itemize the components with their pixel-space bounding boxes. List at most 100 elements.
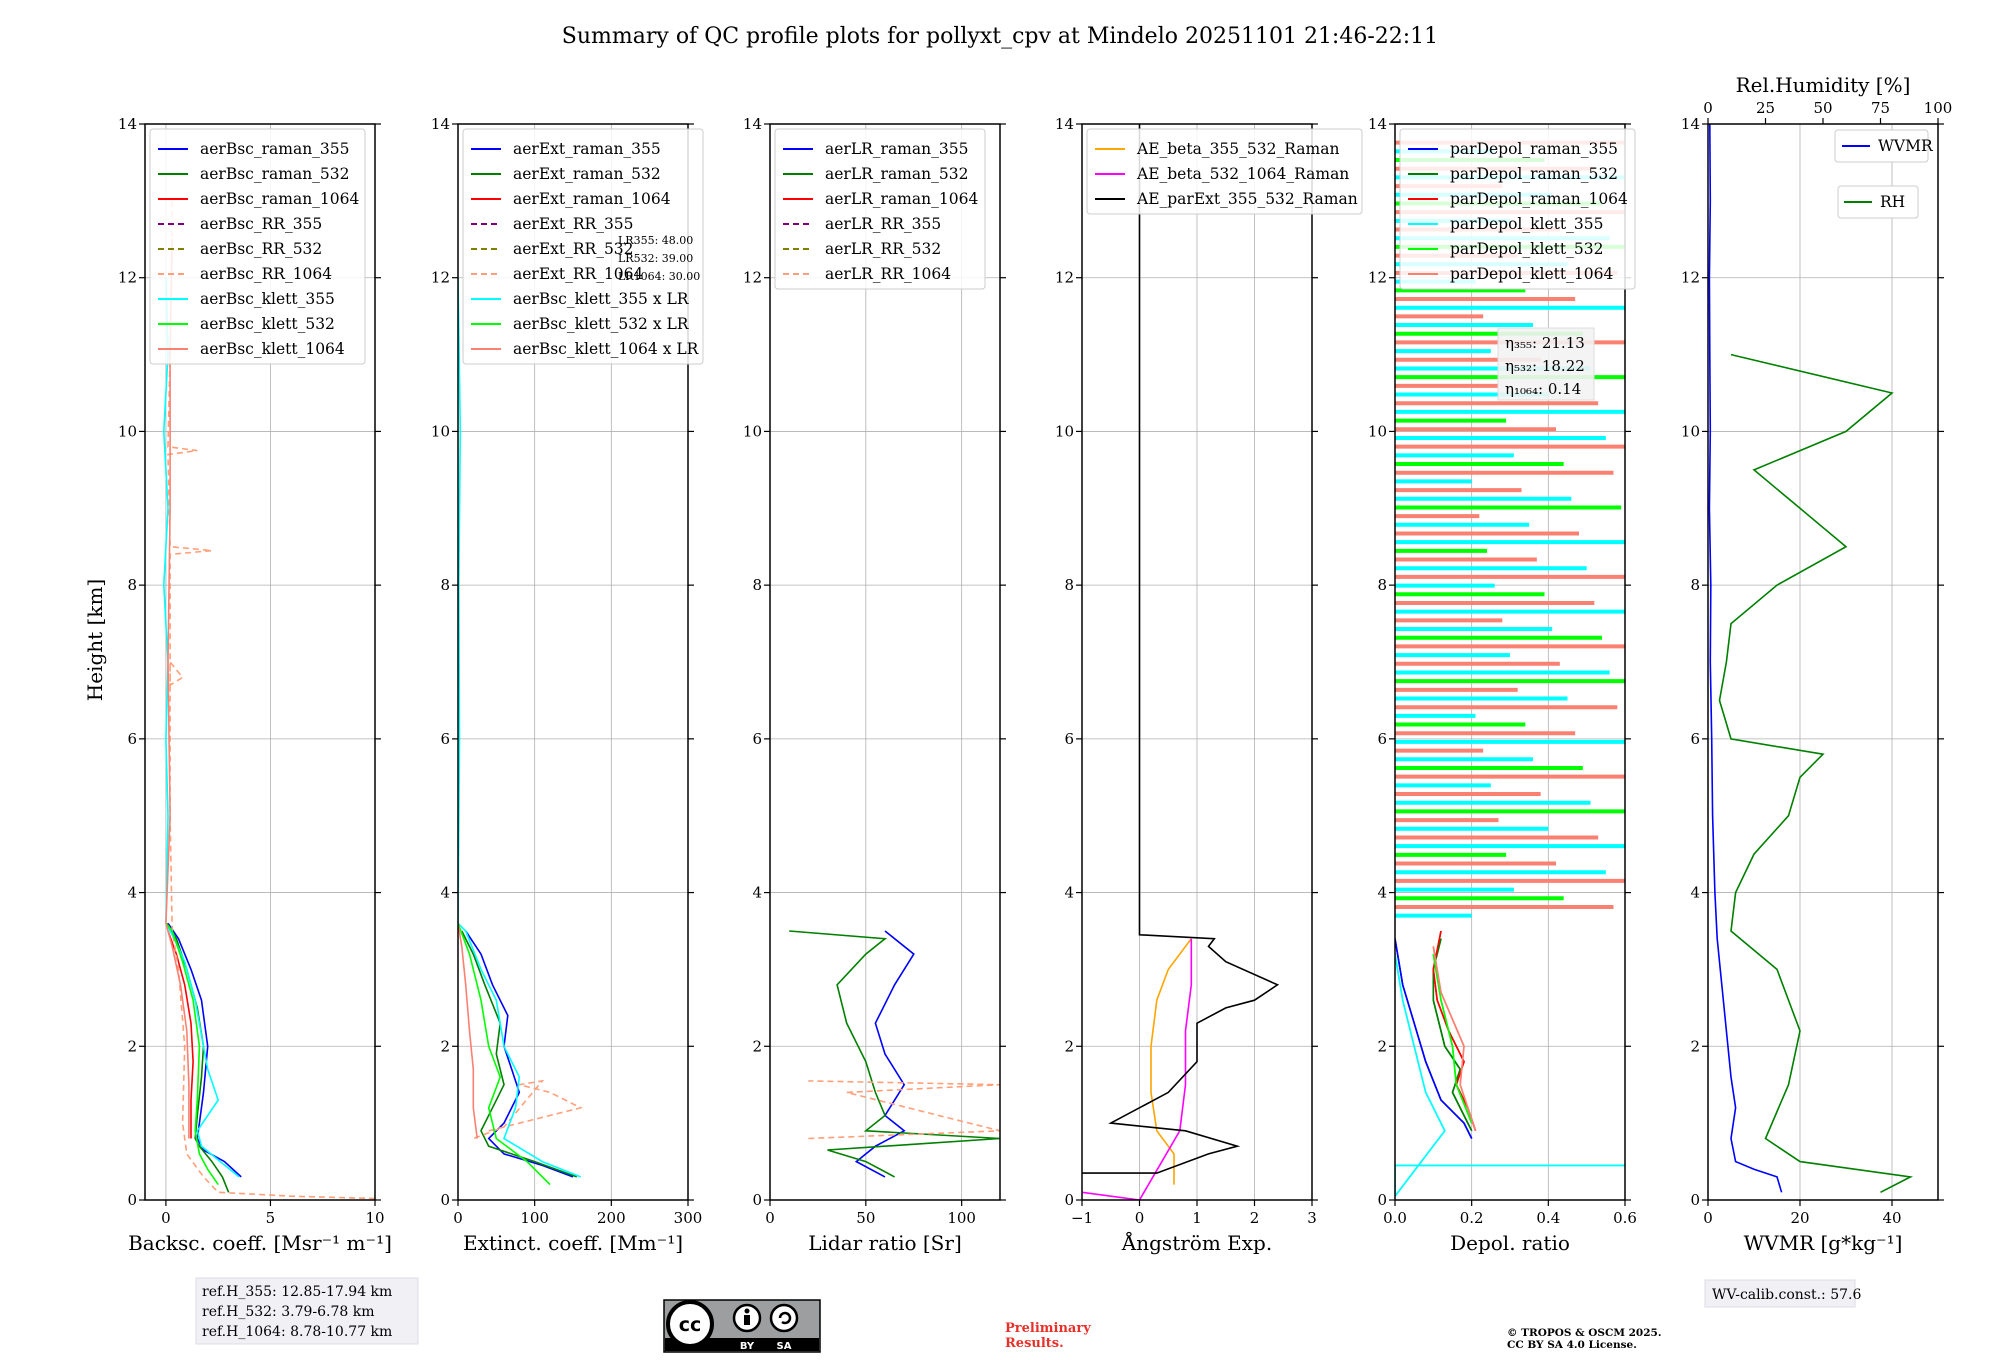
eta-value: η₅₃₂: 18.22 — [1505, 357, 1585, 375]
ytick-label: 8 — [1690, 576, 1700, 594]
xtick-label: 40 — [1882, 1209, 1901, 1227]
legend-box — [1086, 128, 1363, 215]
legend-entry: aerLR_raman_532 — [825, 165, 968, 183]
series-line-RH — [1718, 353, 1914, 1194]
figure-title: Summary of QC profile plots for pollyxt_… — [562, 24, 1438, 49]
legend-entry: parDepol_klett_1064 — [1450, 265, 1613, 283]
ref-height-1064: ref.H_1064: 8.78-10.77 km — [202, 1324, 392, 1340]
ytick-label: 10 — [743, 422, 762, 440]
legend-entry: parDepol_klett_355 — [1450, 215, 1603, 233]
axes-frame — [1394, 123, 1626, 1201]
legend-entry: AE_parExt_355_532_Raman — [1136, 190, 1358, 208]
eta-value: η₁₀₆₄: 0.14 — [1505, 380, 1581, 398]
xtick-label: 200 — [597, 1209, 626, 1227]
ytick-label: 12 — [1681, 269, 1700, 287]
legend-box — [1399, 128, 1636, 290]
panel-lr: 0 2 4 6 8 10 12 14 0 50 100 Lidar ratio [Sr] aerLR_r… — [743, 115, 1006, 1255]
ytick-label: 6 — [127, 730, 137, 748]
ytick-label: 8 — [752, 576, 762, 594]
ytick-label: 4 — [1690, 884, 1700, 902]
ytick-label: 6 — [1690, 730, 1700, 748]
axes-frame — [1707, 123, 1939, 1201]
legend-entry: aerLR_raman_1064 — [825, 190, 978, 208]
legend-entry: aerBsc_RR_1064 — [200, 265, 332, 283]
legend-entry: aerExt_RR_355 — [513, 215, 634, 233]
wv-calib-text: WV-calib.const.: 57.6 — [1712, 1287, 1861, 1303]
legend-entry: AE_beta_532_1064_Raman — [1136, 165, 1349, 183]
series-line-AE_parExt_355_532_Raman — [1082, 124, 1280, 1174]
xtick-label: −1 — [1071, 1209, 1093, 1227]
top-xtick-label: 0 — [1703, 99, 1713, 117]
series-line-aerBsc_klett_1064 — [165, 239, 190, 1139]
legend-entry: WVMR — [1878, 137, 1934, 155]
series-line-top-parDepol_raman_1064 — [1432, 930, 1477, 1132]
ytick-label: 6 — [440, 730, 450, 748]
series-line-top-parDepol_klett_1064 — [1432, 946, 1477, 1132]
legend-entry: RH — [1880, 193, 1905, 211]
preliminary-line2: Results. — [1005, 1336, 1064, 1351]
legend-box — [462, 128, 704, 365]
ytick-label: 4 — [440, 884, 450, 902]
ytick-label: 10 — [431, 422, 450, 440]
series-line-aerLR_raman_355 — [854, 930, 915, 1178]
legend-entry: aerExt_RR_1064 — [513, 265, 644, 283]
xtick-label: 50 — [856, 1209, 875, 1227]
series-line-WVMR — [1708, 124, 1783, 1193]
ytick-label: 0 — [1377, 1191, 1387, 1209]
legend-box — [1834, 129, 1929, 163]
ytick-label: 12 — [431, 269, 450, 287]
xtick-label: 0 — [1135, 1209, 1145, 1227]
ytick-label: 8 — [1064, 576, 1074, 594]
ytick-label: 2 — [1377, 1037, 1387, 1055]
ytick-label: 2 — [1064, 1037, 1074, 1055]
axes-frame — [144, 123, 376, 1201]
ytick-label: 0 — [752, 1191, 762, 1209]
legend-entry: aerExt_raman_532 — [513, 165, 661, 183]
x-axis-label: Extinct. coeff. [Mm⁻¹] — [463, 1231, 683, 1255]
xtick-label: 0.4 — [1536, 1209, 1560, 1227]
panel-bsc: 0 2 4 6 8 10 12 14 0 5 10 Backsc. coeff. [Msr⁻¹ m⁻¹… — [118, 115, 392, 1255]
top-xtick-label: 50 — [1813, 99, 1832, 117]
xtick-label: 5 — [266, 1209, 276, 1227]
copyright-line1: © TROPOS & OSCM 2025. — [1507, 1327, 1662, 1339]
ytick-label: 10 — [1055, 422, 1074, 440]
xtick-label: 0 — [161, 1209, 171, 1227]
series-line-top-parDepol_klett_355 — [1395, 953, 1625, 1198]
axes-frame — [457, 123, 689, 1201]
legend: AE_beta_355_532_Raman AE_beta_532_1064_Ra… — [1086, 128, 1363, 215]
lr-note: LR1064: 30.00 — [618, 270, 700, 283]
copyright-line2: CC BY SA 4.0 License. — [1507, 1339, 1637, 1351]
x-axis-label: WVMR [g*kg⁻¹] — [1744, 1231, 1903, 1255]
series-line-parDepol_klett_1064 — [1432, 946, 1477, 1132]
ytick-label: 12 — [1368, 269, 1387, 287]
ytick-label: 4 — [1064, 884, 1074, 902]
xtick-label: 0 — [453, 1209, 463, 1227]
ytick-label: 0 — [440, 1191, 450, 1209]
ytick-label: 8 — [440, 576, 450, 594]
xtick-label: 0.0 — [1383, 1209, 1407, 1227]
series-group — [1082, 124, 1280, 1200]
panel-ext: 0 2 4 6 8 10 12 14 0 100 200 300 Extinct. coeff. [Mm… — [431, 115, 704, 1255]
legend-entry: aerBsc_klett_532 x LR — [513, 315, 690, 333]
legend-entry: aerBsc_klett_532 — [200, 315, 335, 333]
panel-dep: 0 2 4 6 8 10 12 14 0.0 0.2 0.4 0.6 Depol. ratio parDe… — [1368, 115, 1637, 1255]
xtick-label: 1 — [1192, 1209, 1202, 1227]
ytick-label: 14 — [1681, 115, 1700, 133]
xtick-label: 2 — [1250, 1209, 1260, 1227]
ytick-label: 2 — [752, 1037, 762, 1055]
sa-share-icon — [769, 1303, 799, 1333]
series-line-aerBsc_klett_532 x LR — [458, 923, 551, 1186]
axes-frame — [1081, 123, 1313, 1201]
series-line-top-parDepol_raman_355 — [1395, 938, 1473, 1139]
xtick-label: 10 — [365, 1209, 384, 1227]
series-group — [162, 200, 375, 1200]
legend-box — [1837, 185, 1919, 219]
legend-entry: aerBsc_klett_1064 x LR — [513, 340, 700, 358]
series-line-aerBsc_klett_1064 x LR — [458, 923, 478, 1139]
x-axis-label: Depol. ratio — [1450, 1231, 1570, 1255]
wv-calib-note: WV-calib.const.: 57.6 — [1704, 1279, 1861, 1308]
legend-entry: parDepol_raman_1064 — [1450, 190, 1628, 208]
eta-box: η₃₅₅: 21.13 η₅₃₂: 18.22 η₁₀₆₄: 0.14 — [1497, 327, 1595, 401]
